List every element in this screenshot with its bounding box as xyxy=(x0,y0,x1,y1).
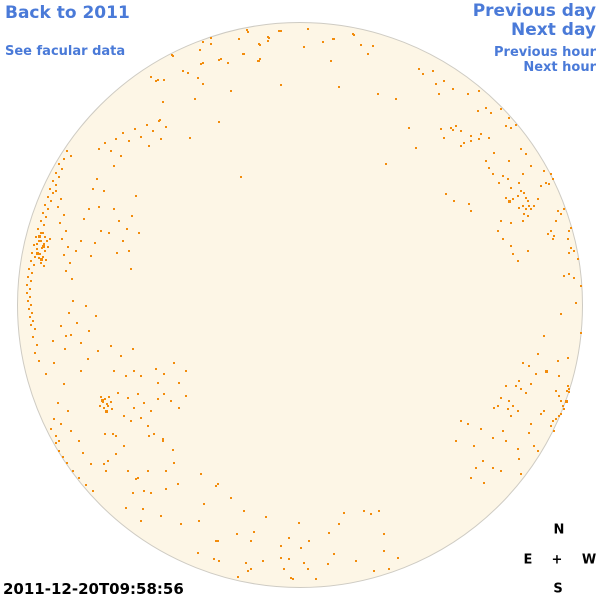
next-hour-link[interactable]: Next hour xyxy=(523,60,596,75)
hour-navigation: Previous hour Next hour xyxy=(494,45,596,75)
compass-east-label: E xyxy=(523,552,533,568)
next-day-link[interactable]: Next day xyxy=(511,20,596,40)
compass-north-label: N xyxy=(553,522,565,538)
compass-west-label: W xyxy=(581,552,597,568)
compass-south-label: S xyxy=(553,581,563,597)
compass-center-mark: + xyxy=(551,552,563,568)
solar-disk xyxy=(17,22,583,588)
day-navigation: Previous day Next day xyxy=(473,2,596,40)
observation-timestamp: 2011-12-20T09:58:56 xyxy=(3,580,184,598)
facular-data-link[interactable]: See facular data xyxy=(5,44,126,59)
previous-hour-link[interactable]: Previous hour xyxy=(494,45,596,60)
back-to-year-link[interactable]: Back to 2011 xyxy=(5,3,130,23)
previous-day-link[interactable]: Previous day xyxy=(472,1,596,21)
